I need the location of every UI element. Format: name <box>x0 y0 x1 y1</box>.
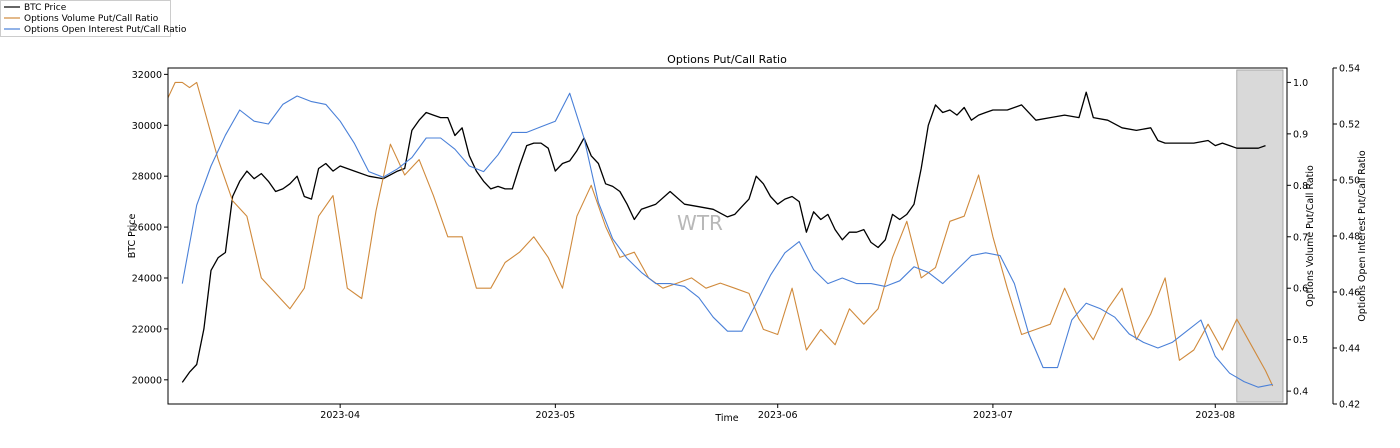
right-axis-volume: 0.4 0.5 0.6 0.7 0.8 0.9 1.0 <box>1287 78 1308 398</box>
x-tick-label: 2023-05 <box>535 410 575 421</box>
oi-axis-tick-label: 0.50 <box>1339 176 1360 187</box>
y-axis-label-oi-ratio: Options Open Interest Put/Call Ratio <box>1357 150 1368 322</box>
y-axis-label-volume-ratio: Options Volume Put/Call Ratio <box>1305 165 1316 307</box>
left-tick-label: 24000 <box>132 274 162 285</box>
x-axis-label: Time <box>714 413 738 424</box>
oi-axis-tick-label: 0.42 <box>1339 400 1360 411</box>
oi-axis-tick-label: 0.52 <box>1339 120 1360 131</box>
series-btc-price-line <box>181 91 1266 383</box>
volume-axis-tick-label: 0.9 <box>1293 129 1308 140</box>
x-tick-label: 2023-06 <box>758 410 798 421</box>
volume-axis-tick-label: 0.8 <box>1293 181 1308 192</box>
y-axis-label-btc-price: BTC Price <box>127 214 138 259</box>
series-oi-ratio-line <box>181 92 1273 388</box>
legend-label-volume-ratio: Options Volume Put/Call Ratio <box>24 14 159 24</box>
left-tick-label: 26000 <box>132 223 162 234</box>
volume-axis-tick-label: 0.4 <box>1293 387 1308 398</box>
legend: BTC Price Options Volume Put/Call Ratio … <box>0 0 187 37</box>
right-axis-open-interest: 0.42 0.44 0.46 0.48 0.50 0.52 0.54 <box>1333 64 1360 411</box>
oi-axis-tick-label: 0.44 <box>1339 344 1360 355</box>
legend-label-oi-ratio: Options Open Interest Put/Call Ratio <box>24 25 187 35</box>
legend-label-btc-price: BTC Price <box>24 3 67 13</box>
series-volume-ratio-line <box>167 81 1274 387</box>
x-tick-label: 2023-04 <box>320 410 360 421</box>
left-axis: 20000 22000 24000 26000 28000 30000 32000 <box>132 70 168 386</box>
series-layer <box>167 81 1274 388</box>
oi-axis-tick-label: 0.46 <box>1339 288 1360 299</box>
legend-box <box>0 0 171 37</box>
oi-axis-tick-label: 0.54 <box>1339 64 1360 75</box>
left-tick-label: 28000 <box>132 172 162 183</box>
volume-axis-tick-label: 0.5 <box>1293 335 1308 346</box>
chart-title: Options Put/Call Ratio <box>667 53 787 66</box>
x-axis: 2023-04 2023-05 2023-06 2023-07 2023-08 <box>320 404 1235 421</box>
left-tick-label: 30000 <box>132 121 162 132</box>
left-tick-label: 20000 <box>132 375 162 386</box>
left-tick-label: 32000 <box>132 70 162 81</box>
plot-frame <box>167 67 1288 405</box>
volume-axis-tick-label: 0.7 <box>1293 232 1308 243</box>
watermark: WTR <box>677 211 723 235</box>
x-tick-label: 2023-08 <box>1195 410 1235 421</box>
volume-axis-tick-label: 0.6 <box>1293 284 1308 295</box>
volume-axis-tick-label: 1.0 <box>1293 78 1308 89</box>
x-tick-label: 2023-07 <box>973 410 1013 421</box>
left-tick-label: 22000 <box>132 324 162 335</box>
oi-axis-tick-label: 0.48 <box>1339 232 1360 243</box>
highlight-band <box>1236 69 1284 403</box>
